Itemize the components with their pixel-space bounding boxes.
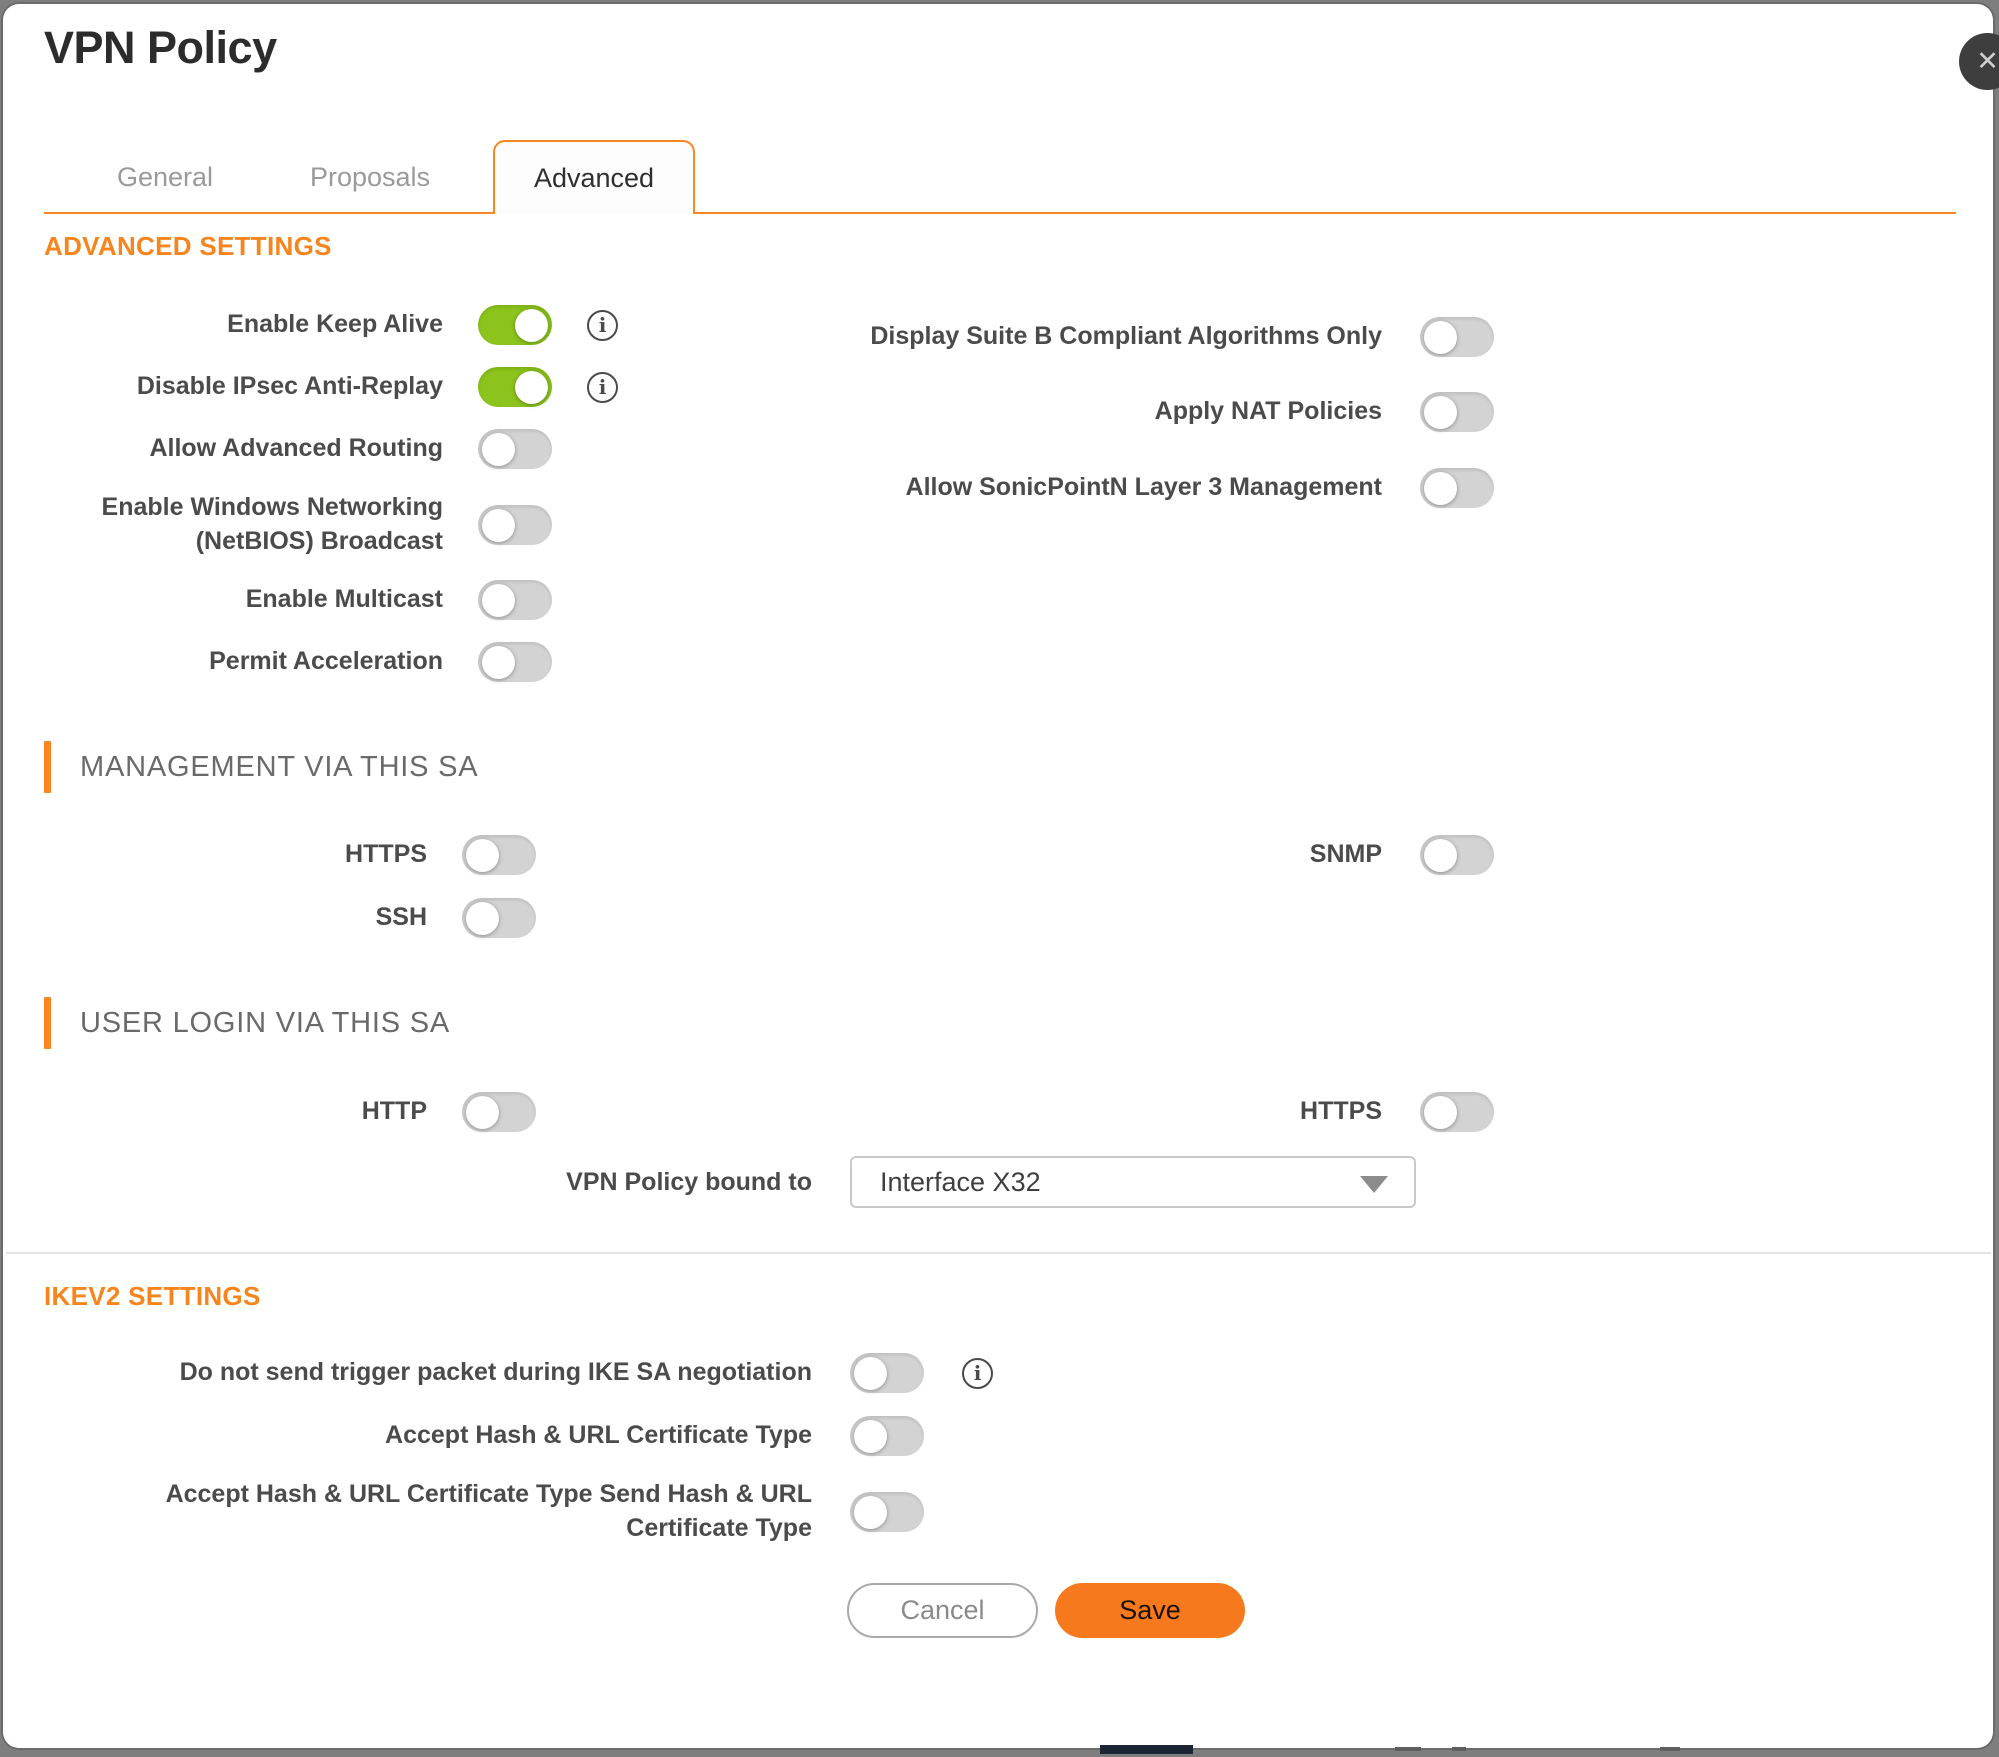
background-page-peek [1452,1747,1466,1751]
info-glyph: i [598,375,607,399]
vpn-policy-dialog [3,4,1993,1748]
section-header-ikev2-settings: IKEV2 SETTINGS [44,1281,261,1311]
background-page-peek [1660,1747,1680,1751]
toggle-management-https[interactable] [462,835,536,875]
setting-label: Enable Windows Networking (NetBIOS) Broa… [101,493,443,555]
setting-label: Accept Hash & URL Certificate Type Send … [165,1480,812,1542]
tab-general-label: General [116,161,214,192]
tab-proposals-label: Proposals [309,161,431,192]
setting-row: Enable Keep Alive i [44,285,744,365]
chevron-down-icon [1360,1176,1388,1193]
setting-label: SSH [375,903,427,932]
setting-label: Accept Hash & URL Certificate Type [385,1421,812,1450]
section-accent-bar [44,741,51,793]
section-header-advanced-settings: ADVANCED SETTINGS [44,231,332,261]
vpn-policy-bound-to-value: Interface X32 [880,1166,1041,1197]
setting-label: Do not send trigger packet during IKE SA… [179,1358,812,1387]
info-icon[interactable]: i [587,371,618,403]
setting-label: Apply NAT Policies [1154,397,1382,426]
setting-row: Allow Advanced Routing [44,409,744,489]
setting-row: Apply NAT Policies [862,372,1562,452]
toggle-accept-hash-url-certificate-type[interactable] [850,1416,924,1456]
setting-row: Accept Hash & URL Certificate Type Send … [44,1467,1144,1557]
toggle-display-suite-b-compliant-algorithms-only[interactable] [1420,317,1494,357]
toggle-enable-keep-alive[interactable] [478,305,552,345]
background-page-peek [1100,1745,1193,1754]
setting-row: HTTP [44,1072,644,1152]
setting-row: Display Suite B Compliant Algorithms Onl… [862,292,1562,382]
toggle-user-login-https[interactable] [1420,1092,1494,1132]
toggle-enable-multicast[interactable] [478,580,552,620]
setting-label: HTTPS [1300,1097,1382,1126]
setting-row: Enable Windows Networking (NetBIOS) Broa… [44,480,744,570]
tab-advanced-label: Advanced [533,162,655,193]
setting-row: SNMP [1082,815,1582,895]
setting-row: Allow SonicPointN Layer 3 Management [862,443,1562,533]
toggle-management-snmp[interactable] [1420,835,1494,875]
setting-row: HTTPS [1082,1072,1582,1152]
setting-row: Enable Multicast [44,560,744,640]
toggle-do-not-send-trigger-packet[interactable] [850,1353,924,1393]
info-glyph: i [973,1361,982,1385]
tab-proposals[interactable]: Proposals [290,142,450,212]
section-subtitle: MANAGEMENT VIA THIS SA [80,750,479,783]
setting-row: Accept Hash & URL Certificate Type [44,1396,1144,1476]
info-icon[interactable]: i [587,309,618,341]
toggle-allow-sonicpointn-layer-3-management[interactable] [1420,468,1494,508]
toggle-user-login-http[interactable] [462,1092,536,1132]
info-icon[interactable]: i [962,1357,993,1389]
setting-label: Enable Multicast [245,585,443,614]
section-header-user-login-via-this-sa: USER LOGIN VIA THIS SA [44,996,450,1050]
tab-general[interactable]: General [85,142,245,212]
setting-label: Enable Keep Alive [227,310,443,339]
setting-label: Allow Advanced Routing [149,434,443,463]
setting-label: HTTP [361,1097,427,1126]
save-button[interactable]: Save [1055,1583,1245,1638]
setting-label: Permit Acceleration [209,647,443,676]
section-header-management-via-this-sa: MANAGEMENT VIA THIS SA [44,740,478,794]
toggle-allow-advanced-routing[interactable] [478,429,552,469]
setting-label: Display Suite B Compliant Algorithms Onl… [870,322,1382,351]
toggle-apply-nat-policies[interactable] [1420,392,1494,432]
toggle-accept-send-hash-url-certificate-type[interactable] [850,1492,924,1532]
background-page-peek [1395,1747,1421,1751]
setting-label: HTTPS [345,840,427,869]
vpn-policy-bound-to-label: VPN Policy bound to [566,1168,812,1196]
section-divider [6,1252,1991,1254]
setting-row: HTTPS [44,815,644,895]
section-accent-bar [44,997,51,1049]
setting-row: Disable IPsec Anti-Replay i [44,347,744,427]
setting-row: Do not send trigger packet during IKE SA… [44,1333,1144,1413]
vpn-policy-bound-to-select[interactable]: Interface X32 [850,1156,1416,1208]
info-glyph: i [598,313,607,337]
setting-row: SSH [44,878,644,958]
cancel-button[interactable]: Cancel [847,1583,1038,1638]
setting-label: Allow SonicPointN Layer 3 Management [905,473,1382,502]
toggle-management-ssh[interactable] [462,898,536,938]
section-subtitle: USER LOGIN VIA THIS SA [80,1006,451,1039]
setting-row: Permit Acceleration [44,622,744,702]
toggle-permit-acceleration[interactable] [478,642,552,682]
tab-advanced[interactable]: Advanced [493,140,695,214]
toggle-enable-windows-networking-netbios-broadcast[interactable] [478,505,552,545]
close-button[interactable]: ✕ [1959,33,1999,90]
close-icon: ✕ [1976,46,1999,76]
toggle-disable-ipsec-anti-replay[interactable] [478,367,552,407]
tab-underline [44,212,1956,214]
setting-label: Disable IPsec Anti-Replay [136,372,443,401]
setting-label: SNMP [1309,840,1382,869]
page-title: VPN Policy [44,22,277,73]
